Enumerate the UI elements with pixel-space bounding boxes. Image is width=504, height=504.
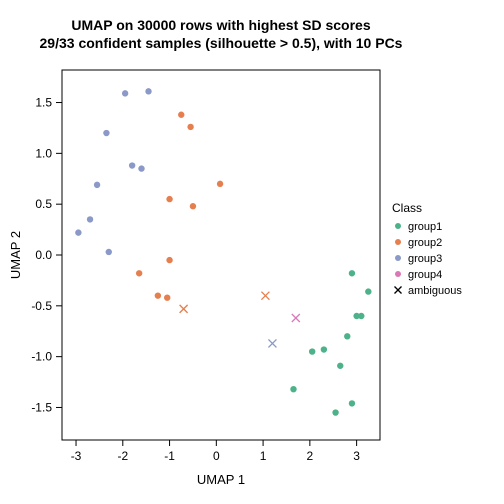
data-point (122, 90, 128, 96)
y-tick-label: 0.5 (35, 197, 52, 211)
data-point (190, 203, 196, 209)
x-tick-label: -1 (164, 449, 175, 463)
data-point (75, 229, 81, 235)
legend-swatch (395, 255, 401, 261)
data-point (349, 400, 355, 406)
data-point (358, 313, 364, 319)
data-point (349, 270, 355, 276)
data-point (136, 270, 142, 276)
y-tick-label: 0.0 (35, 248, 52, 262)
chart-title-line2: 29/33 confident samples (silhouette > 0.… (40, 35, 403, 51)
data-point (138, 165, 144, 171)
chart-background (0, 0, 504, 504)
data-point (164, 294, 170, 300)
legend-swatch (395, 223, 401, 229)
legend-label: group2 (408, 237, 442, 249)
x-tick-label: -2 (117, 449, 128, 463)
y-tick-label: -1.0 (31, 350, 52, 364)
legend-label: ambiguous (408, 285, 462, 297)
data-point (129, 162, 135, 168)
x-tick-label: 1 (260, 449, 267, 463)
y-tick-label: 1.5 (35, 96, 52, 110)
umap-scatter-chart: -3 -2 -1 0 1 2 3 -1.5 -1.0 -0.5 0.0 0.5 1.0 1.5 UMAP 1… (0, 0, 504, 504)
data-point (332, 409, 338, 415)
data-point (321, 346, 327, 352)
x-tick-label: 2 (307, 449, 314, 463)
data-point (187, 124, 193, 130)
data-point (344, 333, 350, 339)
legend-label: group1 (408, 221, 442, 233)
data-point (145, 88, 151, 94)
data-point (290, 386, 296, 392)
data-point (217, 181, 223, 187)
data-point (178, 112, 184, 118)
data-point (155, 292, 161, 298)
legend-title: Class (392, 201, 422, 215)
legend-label: group4 (408, 269, 442, 281)
x-tick-label: 0 (213, 449, 220, 463)
y-tick-label: -0.5 (31, 299, 52, 313)
y-axis-label: UMAP 2 (8, 231, 23, 279)
data-point (365, 288, 371, 294)
data-point (337, 363, 343, 369)
y-tick-label: -1.5 (31, 400, 52, 414)
legend-label: group3 (408, 253, 442, 265)
x-axis-label: UMAP 1 (197, 472, 245, 487)
y-tick-label: 1.0 (35, 146, 52, 160)
data-point (106, 249, 112, 255)
chart-title-line1: UMAP on 30000 rows with highest SD score… (71, 17, 370, 33)
x-tick-label: -3 (71, 449, 82, 463)
legend-swatch (395, 271, 401, 277)
data-point (309, 348, 315, 354)
data-point (87, 216, 93, 222)
data-point (166, 196, 172, 202)
data-point (94, 182, 100, 188)
data-point (166, 257, 172, 263)
x-tick-label: 3 (353, 449, 360, 463)
legend-swatch (395, 239, 401, 245)
data-point (103, 130, 109, 136)
